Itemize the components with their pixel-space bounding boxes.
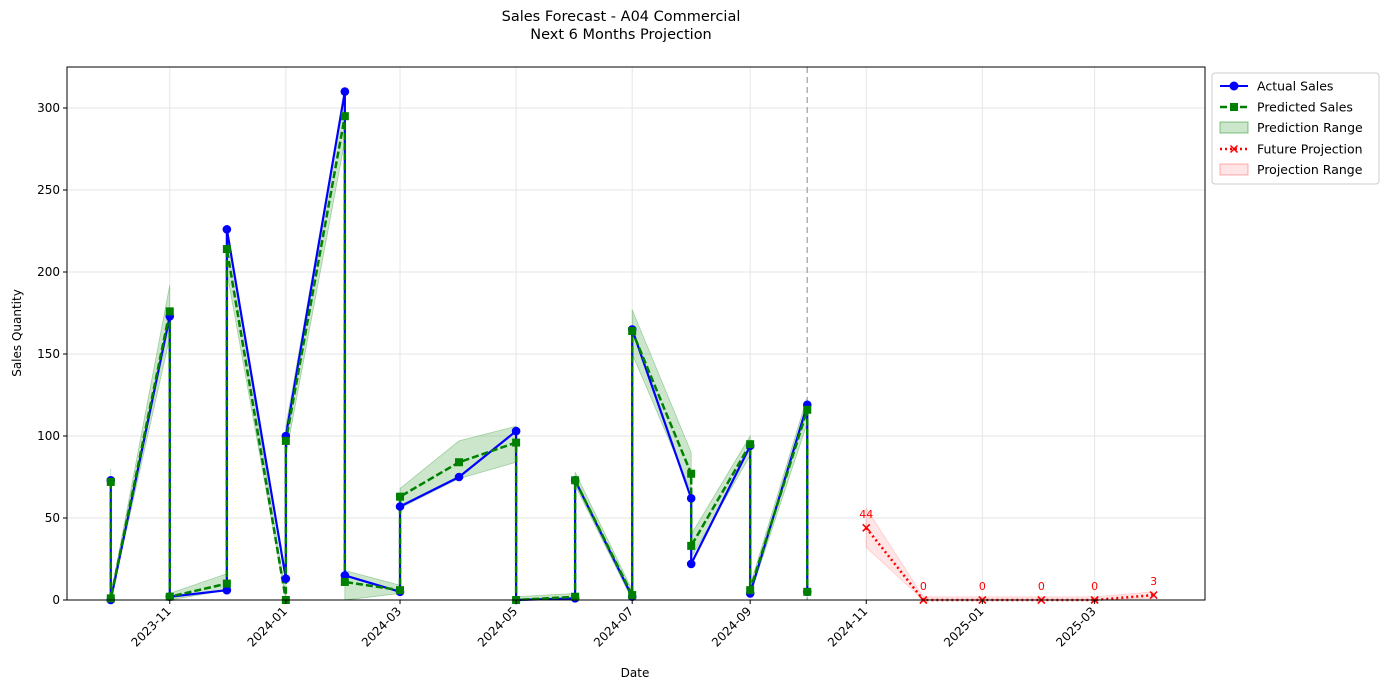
actual-sales-point (281, 574, 291, 583)
predicted-sales-point (746, 440, 755, 449)
x-axis-title: Date (621, 666, 650, 680)
legend-circle-marker (1229, 81, 1239, 91)
legend-future-projection: Future Projection (1220, 142, 1363, 157)
predicted-sales-point (512, 438, 521, 447)
predicted-sales-point (803, 405, 812, 414)
projection-value-label: 0 (1091, 580, 1098, 593)
predicted-sales-line (109, 115, 809, 602)
predicted-sales-point (281, 436, 290, 445)
x-tick-label: 2024-05 (475, 604, 520, 649)
y-tick-label: 200 (37, 265, 60, 279)
future-projection-line (865, 527, 1154, 602)
predicted-sales-point (628, 591, 637, 600)
future-projection-point (1149, 591, 1158, 600)
predicted-sales-point (165, 592, 174, 601)
predicted-sales-point (165, 307, 174, 316)
legend-frame (1211, 72, 1380, 185)
legend-actual-sales: Actual Sales (1220, 79, 1333, 94)
actual-sales-point (340, 571, 350, 580)
projection-value-label: 0 (979, 580, 986, 593)
x-tick-label: 2024-01 (245, 604, 290, 649)
predicted-sales-point (396, 492, 405, 501)
predicted-sales-point (340, 577, 349, 586)
x-tick-label: 2024-07 (591, 604, 636, 649)
projection-value-label: 0 (1038, 580, 1045, 593)
x-tick-label: 2025-03 (1053, 604, 1098, 649)
series-lines (106, 87, 1158, 605)
legend: Actual Sales Predicted Sales Prediction … (1211, 72, 1380, 185)
legend-label-actual-sales: Actual Sales (1257, 79, 1333, 94)
x-tick-label: 2024-09 (709, 604, 754, 649)
x-tick-label: 2025-01 (941, 604, 986, 649)
actual-sales-point (511, 426, 521, 436)
y-axis-title: Sales Quantity (10, 289, 24, 377)
predicted-sales-point (746, 586, 755, 595)
actual-sales-point (340, 87, 350, 96)
projection-value-label: 0 (920, 580, 927, 593)
predicted-sales-point (340, 112, 349, 121)
legend-label-projection-range: Projection Range (1257, 162, 1363, 177)
predicted-sales-point (628, 327, 637, 336)
y-tick-label: 300 (37, 101, 60, 115)
x-tick-label: 2023-11 (129, 604, 174, 649)
legend-prediction-range: Prediction Range (1219, 120, 1363, 135)
predicted-sales-point (455, 458, 464, 467)
legend-red-patch (1219, 163, 1249, 176)
actual-sales-point (395, 502, 405, 511)
predicted-sales-point (106, 594, 115, 603)
predicted-sales-point (687, 469, 696, 478)
predicted-sales-point (803, 587, 812, 596)
legend-predicted-sales: Predicted Sales (1220, 100, 1353, 115)
actual-sales-point (686, 559, 696, 569)
x-tick-label: 2024-11 (825, 604, 870, 649)
actual-sales-point (222, 585, 232, 595)
predicted-sales-point (571, 476, 580, 485)
actual-sales-point (686, 494, 696, 503)
chart-title: Sales Forecast - A04 Commercial (502, 9, 741, 25)
y-tick-label: 0 (52, 593, 60, 607)
x-tick-label: 2024-03 (359, 604, 404, 649)
actual-sales-point (454, 472, 464, 482)
chart-subtitle: Next 6 Months Projection (530, 27, 712, 43)
legend-green-patch (1219, 121, 1249, 134)
predicted-sales-point (396, 586, 405, 595)
plot-frame (66, 66, 1206, 601)
legend-projection-range: Projection Range (1219, 162, 1363, 177)
y-tick-label: 50 (45, 511, 60, 525)
actual-sales-point (222, 225, 232, 234)
projection-range-band (865, 506, 1155, 601)
y-tick-label: 150 (37, 347, 60, 361)
axis-ticks: 0 50 100 150 200 250 300 2023-11 2024-01 2024-03 2… (37, 101, 1099, 650)
projection-value-label: 3 (1150, 575, 1157, 588)
grid-lines (67, 67, 1205, 601)
legend-x-marker (1229, 144, 1239, 154)
predicted-sales-point (106, 477, 115, 486)
y-tick-label: 250 (37, 183, 60, 197)
predicted-sales-point (222, 245, 231, 254)
predicted-sales-point (222, 579, 231, 588)
legend-label-predicted-sales: Predicted Sales (1257, 100, 1353, 115)
future-projection-point (862, 523, 871, 532)
predicted-sales-point (687, 541, 696, 550)
legend-label-prediction-range: Prediction Range (1257, 120, 1363, 135)
predicted-sales-point (571, 592, 580, 601)
legend-square-marker (1230, 103, 1238, 111)
legend-label-future-projection: Future Projection (1257, 142, 1363, 157)
projection-value-label: 44 (859, 508, 873, 521)
y-tick-label: 100 (37, 429, 60, 443)
projection-value-labels: 44 0 0 0 0 3 (859, 508, 1157, 593)
